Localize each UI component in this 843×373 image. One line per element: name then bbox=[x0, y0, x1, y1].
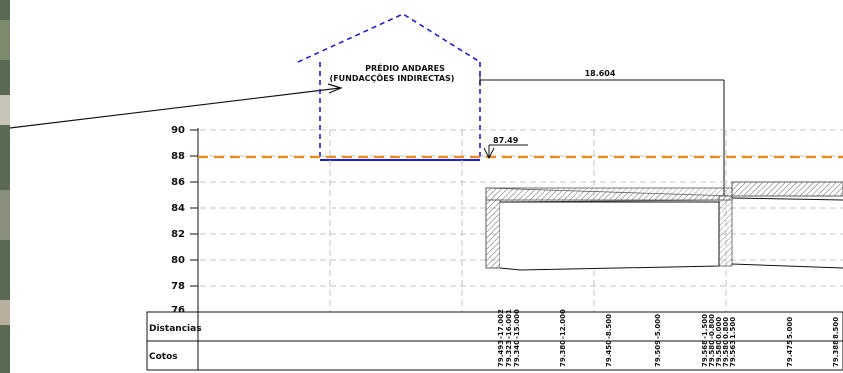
table-cell: 79.475 bbox=[786, 340, 794, 367]
table-cell: 8.500 bbox=[832, 317, 840, 339]
table-cell: 79.509 bbox=[654, 340, 662, 367]
tunnel-structure bbox=[485, 181, 843, 271]
y-tick-label: 90 bbox=[171, 125, 185, 136]
y-tick-label: 78 bbox=[171, 281, 185, 292]
building-outline bbox=[297, 13, 481, 161]
table-cell: -1.500 bbox=[701, 314, 709, 339]
y-tick-label: 86 bbox=[171, 177, 185, 188]
profile-table bbox=[146, 311, 843, 371]
table-cell: 79.563 bbox=[729, 340, 737, 367]
building-label-line2: (FUNDACÇÕES INDIRECTAS) bbox=[330, 72, 455, 83]
table-cell: 5.000 bbox=[786, 317, 794, 339]
y-tick-label: 82 bbox=[171, 229, 185, 240]
dimension-label: 18.604 bbox=[585, 69, 616, 78]
table-cell: 0.800 bbox=[722, 317, 730, 339]
table-cell: 1.500 bbox=[729, 317, 737, 339]
y-tick-label: 88 bbox=[171, 151, 185, 162]
table-cell: 79.388 bbox=[832, 340, 840, 367]
level-label: 87.49 bbox=[493, 136, 519, 145]
table-cell: 0.000 bbox=[715, 317, 723, 339]
table-cell: 79.450 bbox=[605, 340, 613, 367]
table-row-elevations-label: Cotos bbox=[149, 352, 178, 362]
y-tick-label: 84 bbox=[171, 203, 185, 214]
table-cell: 79.493 bbox=[497, 340, 505, 367]
table-row-distances-label: Distancias bbox=[149, 324, 202, 334]
elevation-values: 79.493 79.323 79.340 79.380 79.450 79.509 79.5… bbox=[497, 340, 840, 367]
table-cell: 79.580 bbox=[722, 340, 730, 367]
table-cell: 79.580 bbox=[715, 340, 723, 367]
table-cell: -15.000 bbox=[513, 309, 521, 339]
distance-values: -17.002 -16.001 -15.000 -12.000 -8.500 -5.000… bbox=[497, 309, 840, 339]
level-marker bbox=[483, 144, 528, 160]
dimension-line bbox=[479, 74, 725, 196]
table-cell: 79.323 bbox=[505, 340, 513, 367]
leader-arrow bbox=[9, 83, 343, 129]
table-cell: -17.002 bbox=[497, 309, 505, 339]
table-cell: -0.800 bbox=[708, 314, 716, 339]
table-cell: -16.001 bbox=[505, 309, 513, 339]
y-tick-label: 80 bbox=[171, 255, 185, 266]
table-cell: -5.000 bbox=[654, 314, 662, 339]
table-cell: 79.580 bbox=[708, 340, 716, 367]
table-cell: 79.340 bbox=[513, 340, 521, 367]
table-cell: 79.380 bbox=[559, 340, 567, 367]
building-label-line1: PRÉDIO ANDARES bbox=[365, 62, 445, 73]
photo-strip bbox=[0, 0, 10, 373]
table-cell: -12.000 bbox=[559, 309, 567, 339]
table-cell: -8.500 bbox=[605, 314, 613, 339]
table-cell: 79.568 bbox=[701, 340, 709, 367]
y-tick-label: 76 bbox=[171, 305, 185, 316]
y-axis bbox=[190, 128, 199, 312]
